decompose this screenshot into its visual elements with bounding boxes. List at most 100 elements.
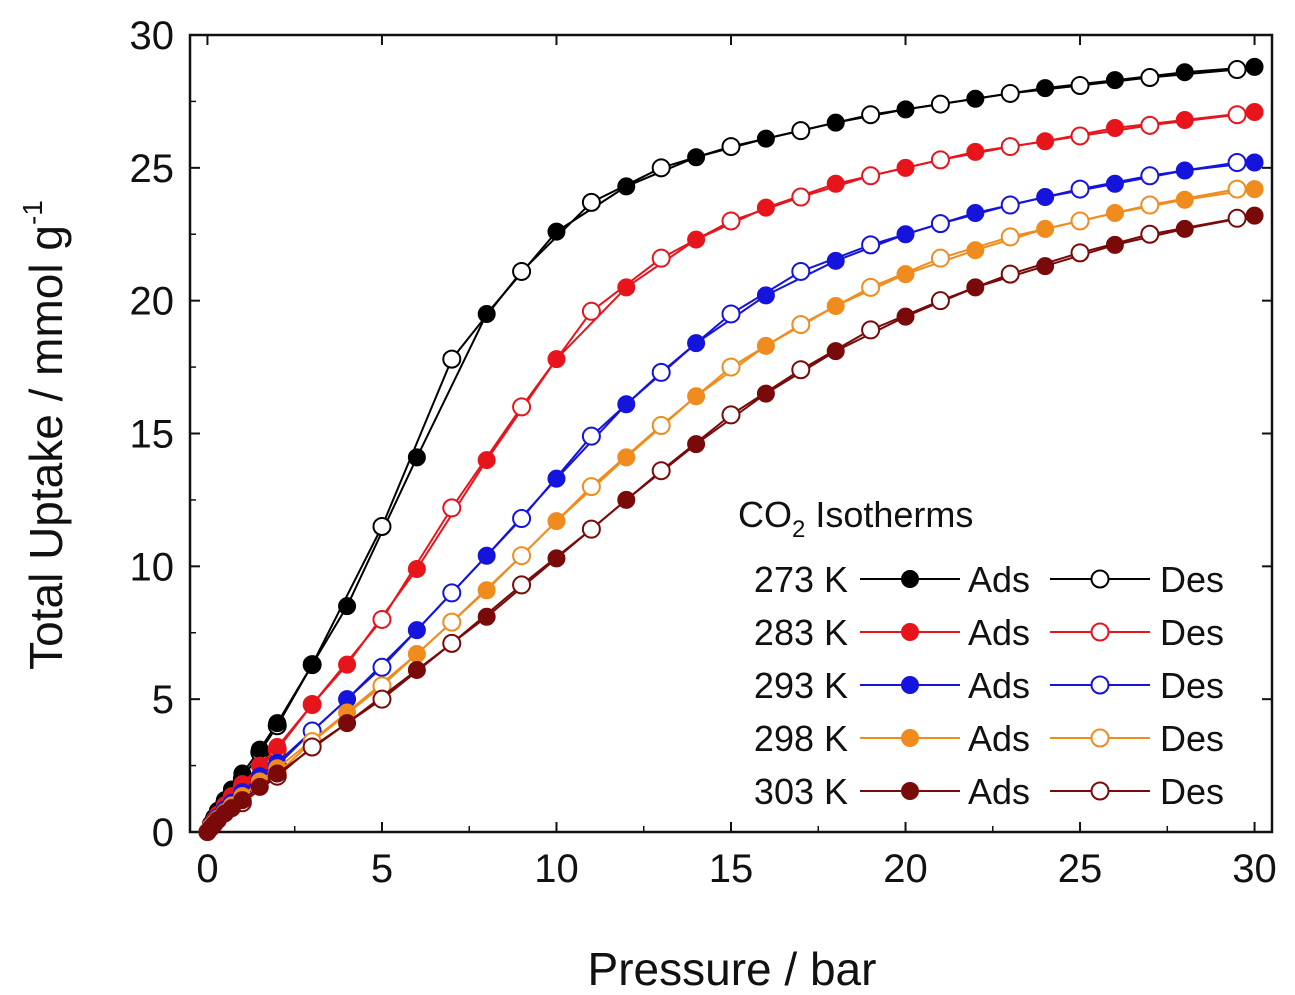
ads-point — [756, 286, 775, 305]
legend-ads-marker — [901, 623, 919, 641]
legend-des-marker — [1090, 675, 1110, 695]
ads-point — [477, 581, 496, 600]
x-tick-label: 25 — [1058, 847, 1103, 891]
des-point — [1140, 195, 1160, 215]
legend-row: 303 K Ads Des — [754, 771, 1224, 812]
des-point — [930, 214, 950, 234]
des-point — [581, 477, 601, 497]
des-point — [442, 633, 462, 653]
ads-point — [1105, 203, 1124, 222]
ads-point — [250, 777, 269, 796]
legend-ads-label: Ads — [968, 718, 1030, 759]
ads-point — [407, 559, 426, 578]
ads-point — [1105, 174, 1124, 193]
des-point — [791, 121, 811, 141]
ads-point — [477, 546, 496, 565]
des-point — [930, 291, 950, 311]
legend-ads-label: Ads — [968, 665, 1030, 706]
y-axis-title-main: Total Uptake / mmol g — [20, 225, 72, 670]
legend-ads-label: Ads — [968, 771, 1030, 812]
des-point — [512, 397, 532, 417]
des-point — [1227, 208, 1247, 228]
ads-point — [826, 342, 845, 361]
y-tick-label: 0 — [152, 811, 174, 855]
des-point — [861, 277, 881, 297]
ads-point — [547, 222, 566, 241]
ads-point — [826, 113, 845, 132]
axis-ticks: 0 5 10 15 20 25 30 0 5 10 15 20 25 30 — [130, 14, 1277, 891]
des-point — [1227, 179, 1247, 199]
ads-point — [687, 435, 706, 454]
legend-des-marker — [1090, 781, 1110, 801]
des-point — [1000, 227, 1020, 247]
des-point — [1140, 68, 1160, 88]
des-point — [1000, 264, 1020, 284]
y-axis-title-sup: -1 — [17, 200, 48, 225]
ads-point — [1245, 153, 1264, 172]
des-point — [1140, 166, 1160, 186]
des-point — [791, 261, 811, 281]
des-point — [861, 166, 881, 186]
ads-point — [617, 177, 636, 196]
des-point — [1070, 211, 1090, 231]
ads-point — [1245, 57, 1264, 76]
ads-point — [268, 737, 287, 756]
ads-point — [407, 660, 426, 679]
ads-point — [687, 334, 706, 353]
des-point — [1070, 126, 1090, 146]
des-point — [512, 509, 532, 529]
ads-point — [617, 490, 636, 509]
des-point — [721, 304, 741, 324]
ads-point — [896, 225, 915, 244]
ads-point — [547, 469, 566, 488]
des-point — [721, 137, 741, 157]
ads-point — [966, 278, 985, 297]
legend-title-sub: 2 — [792, 516, 805, 543]
des-point — [721, 405, 741, 425]
ads-point — [338, 655, 357, 674]
des-point — [651, 248, 671, 268]
legend-title: CO2 Isotherms — [738, 494, 973, 543]
legend-row: 293 K Ads Des — [754, 665, 1224, 706]
des-point — [1070, 75, 1090, 95]
ads-point — [477, 451, 496, 470]
ads-point — [1175, 63, 1194, 82]
legend-ads-marker — [901, 570, 919, 588]
ads-point — [826, 174, 845, 193]
ads-point — [1105, 118, 1124, 137]
ads-point — [1175, 219, 1194, 238]
ads-point — [1245, 180, 1264, 199]
ads-point — [1036, 132, 1055, 151]
ads-point — [1105, 235, 1124, 254]
des-point — [1140, 224, 1160, 244]
legend-des-label: Des — [1160, 559, 1224, 600]
ads-point — [1105, 71, 1124, 90]
des-point — [861, 235, 881, 255]
y-axis-title: Total Uptake / mmol g-1 — [17, 200, 72, 670]
des-point — [791, 360, 811, 380]
ads-point — [687, 387, 706, 406]
des-point — [581, 426, 601, 446]
legend-des-label: Des — [1160, 718, 1224, 759]
ads-point — [1036, 219, 1055, 238]
ads-point — [407, 448, 426, 467]
legend-title-rest: Isotherms — [805, 494, 973, 535]
ads-point — [966, 203, 985, 222]
des-point — [1227, 105, 1247, 125]
ads-point — [1036, 79, 1055, 98]
des-point — [442, 349, 462, 369]
des-point — [1000, 195, 1020, 215]
des-point — [442, 612, 462, 632]
ads-point — [233, 791, 252, 810]
des-point — [861, 320, 881, 340]
x-tick-label: 10 — [534, 847, 579, 891]
ads-point — [966, 89, 985, 108]
x-tick-label: 20 — [883, 847, 928, 891]
des-point — [372, 657, 392, 677]
des-point — [1070, 243, 1090, 263]
ads-point — [268, 764, 287, 783]
ads-point — [687, 148, 706, 167]
legend-series-label: 303 K — [754, 771, 848, 812]
legend-ads-marker — [901, 729, 919, 747]
